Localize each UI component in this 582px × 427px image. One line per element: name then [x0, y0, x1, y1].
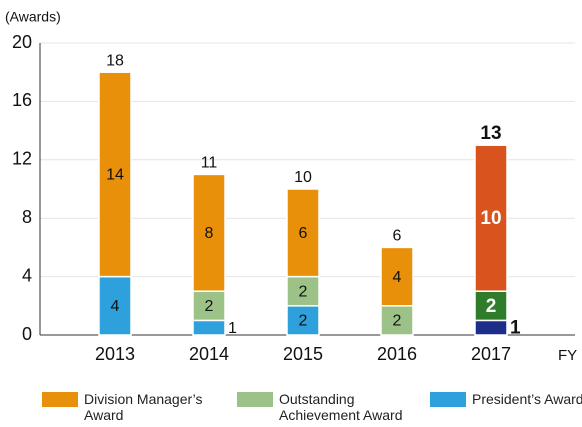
- value-label: 2: [486, 296, 497, 317]
- value-label: 1: [510, 318, 521, 339]
- bar-segment: [286, 305, 320, 336]
- legend-swatch: [430, 392, 466, 407]
- bar-segment: [474, 290, 508, 322]
- y-tick-label: 0: [22, 324, 32, 344]
- value-label: 14: [106, 167, 124, 184]
- total-label: 6: [393, 228, 402, 245]
- value-label: 10: [480, 208, 501, 229]
- x-tick-label: 2014: [189, 344, 229, 364]
- legend-item: Outstanding Achievement Award: [237, 391, 434, 423]
- value-label: 2: [393, 313, 402, 330]
- value-label: 1: [228, 320, 237, 337]
- legend-label: Division Manager’s Award: [84, 391, 203, 423]
- bar-segment: [474, 144, 508, 292]
- bar-segment: [98, 275, 132, 336]
- bar-segment: [380, 305, 414, 336]
- total-label: 11: [201, 155, 218, 172]
- value-label: 2: [299, 283, 308, 300]
- value-label: 2: [205, 298, 214, 315]
- y-tick-label: 16: [12, 90, 32, 110]
- total-label: 10: [294, 169, 312, 186]
- x-tick-label: 2016: [377, 344, 417, 364]
- legend-swatch: [237, 392, 273, 407]
- value-label: 2: [299, 313, 308, 330]
- legend-item: President’s Award: [430, 391, 582, 407]
- bar-segment: [192, 319, 226, 336]
- x-tick-label: 2017: [471, 344, 511, 364]
- legend-item: Division Manager’s Award: [42, 391, 239, 423]
- y-axis-label: (Awards): [5, 9, 61, 25]
- value-label: 4: [111, 298, 120, 315]
- x-tick-label: 2015: [283, 344, 323, 364]
- legend-label: Outstanding Achievement Award: [279, 391, 403, 423]
- bar-segment: [380, 246, 414, 307]
- y-tick-label: 20: [12, 32, 32, 52]
- bar-segment: [98, 71, 132, 278]
- legend-label: President’s Award: [472, 391, 582, 407]
- chart: (Awards) FY 0481216202013414182014128112…: [5, 9, 577, 364]
- total-label: 18: [106, 52, 124, 69]
- legend-swatch: [42, 392, 78, 407]
- x-tick-label: 2013: [95, 344, 135, 364]
- bar-segment: [286, 188, 320, 278]
- y-tick-label: 12: [12, 149, 32, 169]
- y-tick-label: 8: [22, 207, 32, 227]
- x-axis-label: FY: [558, 347, 577, 364]
- bar-segment: [192, 290, 226, 322]
- y-tick-label: 4: [22, 265, 32, 285]
- value-label: 6: [299, 225, 308, 242]
- bar-segment: [474, 319, 508, 336]
- value-label: 8: [205, 225, 214, 242]
- bar-segment: [192, 173, 226, 292]
- value-label: 4: [393, 269, 402, 286]
- total-label: 13: [480, 123, 501, 144]
